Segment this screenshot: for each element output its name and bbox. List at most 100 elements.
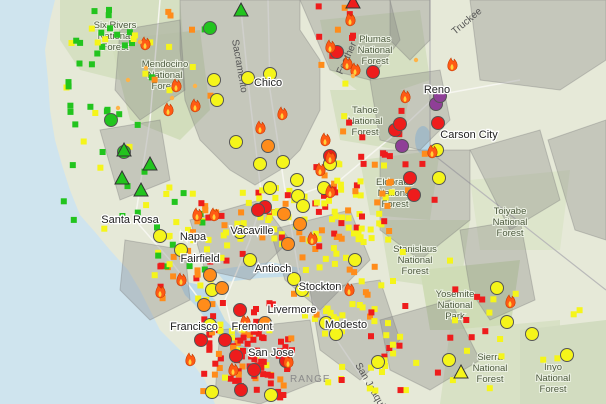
fire-icon[interactable]	[505, 294, 516, 309]
sensor-marker-unhealthy[interactable]	[316, 33, 323, 40]
sensor-marker-usg[interactable]	[241, 331, 248, 338]
fire-icon[interactable]	[192, 207, 203, 222]
sensor-marker-usg[interactable]	[247, 332, 253, 339]
sensor-marker-usg[interactable]	[364, 291, 371, 298]
sensor-marker-good[interactable]	[73, 37, 80, 44]
sensor-marker-unhealthy[interactable]	[251, 309, 257, 316]
sensor-marker-moderate[interactable]	[316, 264, 323, 271]
sensor-marker-usg[interactable]	[352, 188, 359, 195]
sensor-marker-moderate[interactable]	[329, 216, 335, 223]
sensor-marker-moderate[interactable]	[266, 327, 273, 334]
sensor-marker-moderate[interactable]	[334, 177, 341, 184]
sensor-marker-moderate[interactable]	[190, 237, 197, 244]
sensor-marker-moderate[interactable]	[358, 278, 365, 285]
sensor-marker-moderate[interactable]	[389, 341, 396, 348]
sensor-marker-good[interactable]	[171, 198, 178, 205]
sensor-marker-unhealthy[interactable]	[277, 394, 284, 401]
sensor-marker-unhealthy[interactable]	[193, 275, 200, 282]
sensor-marker-unhealthy[interactable]	[380, 150, 387, 157]
sensor-marker-moderate[interactable]	[217, 328, 224, 334]
sensor-marker-usg[interactable]	[207, 92, 214, 99]
monitor-moderate[interactable]	[296, 199, 310, 213]
sensor-marker-moderate[interactable]	[357, 192, 364, 199]
sensor-marker-moderate[interactable]	[379, 369, 385, 375]
sensor-marker-moderate[interactable]	[311, 315, 318, 322]
monitor-unhealthy[interactable]	[218, 333, 232, 347]
sensor-marker-good[interactable]	[76, 60, 83, 67]
sensor-marker-usg[interactable]	[421, 150, 428, 157]
sensor-marker-usg[interactable]	[209, 329, 216, 336]
fire-hotspot-icon[interactable]	[169, 95, 175, 101]
sensor-marker-usg[interactable]	[321, 172, 328, 179]
monitor-moderate[interactable]	[263, 67, 277, 81]
sensor-marker-good[interactable]	[69, 162, 76, 169]
sensor-marker-moderate[interactable]	[224, 242, 231, 249]
sensor-marker-unhealthy[interactable]	[353, 182, 360, 189]
sensor-marker-usg[interactable]	[280, 382, 287, 389]
sensor-marker-usg[interactable]	[170, 253, 177, 260]
sensor-marker-moderate[interactable]	[342, 80, 349, 87]
sensor-marker-unhealthy[interactable]	[479, 296, 486, 303]
fire-icon[interactable]	[163, 102, 174, 117]
monitor-moderate[interactable]	[153, 229, 167, 243]
sensor-marker-usg[interactable]	[384, 202, 391, 209]
monitor-unhealthy[interactable]	[403, 171, 417, 185]
fire-hotspot-icon[interactable]	[125, 77, 131, 83]
sensor-marker-usg[interactable]	[239, 363, 246, 370]
sensor-marker-usg[interactable]	[312, 246, 319, 252]
sensor-marker-moderate[interactable]	[452, 317, 458, 324]
fire-icon[interactable]	[255, 120, 266, 135]
sensor-marker-unhealthy[interactable]	[259, 334, 265, 341]
sensor-marker-moderate[interactable]	[497, 336, 504, 342]
sensor-marker-moderate[interactable]	[97, 164, 104, 171]
sensor-marker-unhealthy[interactable]	[386, 153, 393, 160]
sensor-marker-unhealthy[interactable]	[315, 208, 322, 215]
sensor-marker-unhealthy[interactable]	[205, 214, 212, 221]
sensor-marker-good[interactable]	[99, 43, 106, 50]
monitor-triangle-good[interactable]	[116, 141, 132, 157]
sensor-marker-usg[interactable]	[151, 76, 158, 83]
sensor-marker-unhealthy[interactable]	[217, 355, 224, 362]
sensor-marker-moderate[interactable]	[195, 295, 202, 302]
sensor-marker-unhealthy[interactable]	[206, 340, 213, 347]
monitor-unhealthy[interactable]	[366, 65, 380, 79]
monitor-moderate[interactable]	[371, 355, 385, 369]
sensor-marker-good[interactable]	[199, 219, 206, 226]
sensor-marker-unhealthy[interactable]	[207, 258, 214, 265]
sensor-marker-unhealthy[interactable]	[381, 218, 388, 225]
sensor-marker-unhealthy[interactable]	[210, 313, 217, 320]
sensor-marker-moderate[interactable]	[382, 194, 389, 201]
sensor-marker-usg[interactable]	[167, 12, 174, 19]
sensor-marker-moderate[interactable]	[486, 385, 493, 392]
sensor-marker-moderate[interactable]	[355, 230, 362, 237]
sensor-marker-moderate[interactable]	[327, 309, 334, 316]
sensor-marker-usg[interactable]	[202, 203, 209, 210]
sensor-marker-moderate[interactable]	[143, 202, 150, 209]
fire-icon[interactable]	[315, 162, 326, 177]
sensor-marker-unhealthy[interactable]	[315, 3, 322, 10]
sensor-marker-good[interactable]	[87, 103, 94, 110]
sensor-marker-unhealthy[interactable]	[219, 300, 226, 306]
sensor-marker-moderate[interactable]	[173, 219, 180, 226]
sensor-marker-moderate[interactable]	[399, 249, 406, 255]
sensor-marker-usg[interactable]	[194, 267, 201, 274]
sensor-marker-unhealthy[interactable]	[248, 353, 255, 360]
sensor-marker-moderate[interactable]	[447, 257, 453, 264]
sensor-marker-moderate[interactable]	[232, 322, 239, 329]
sensor-marker-moderate[interactable]	[88, 25, 95, 32]
sensor-marker-unhealthy[interactable]	[157, 283, 164, 290]
sensor-marker-good[interactable]	[134, 121, 141, 128]
sensor-marker-moderate[interactable]	[189, 64, 196, 70]
sensor-marker-moderate[interactable]	[286, 187, 293, 194]
monitor-moderate[interactable]	[233, 225, 247, 239]
sensor-marker-good[interactable]	[129, 40, 135, 47]
sensor-marker-unhealthy[interactable]	[258, 358, 265, 365]
sensor-marker-unhealthy[interactable]	[253, 318, 260, 325]
sensor-marker-moderate[interactable]	[378, 282, 385, 289]
sensor-marker-moderate[interactable]	[302, 267, 309, 273]
sensor-marker-unhealthy[interactable]	[258, 364, 265, 371]
sensor-marker-good[interactable]	[169, 241, 176, 248]
sensor-marker-unhealthy[interactable]	[474, 293, 481, 300]
sensor-marker-moderate[interactable]	[165, 233, 171, 240]
sensor-marker-good[interactable]	[67, 108, 74, 115]
